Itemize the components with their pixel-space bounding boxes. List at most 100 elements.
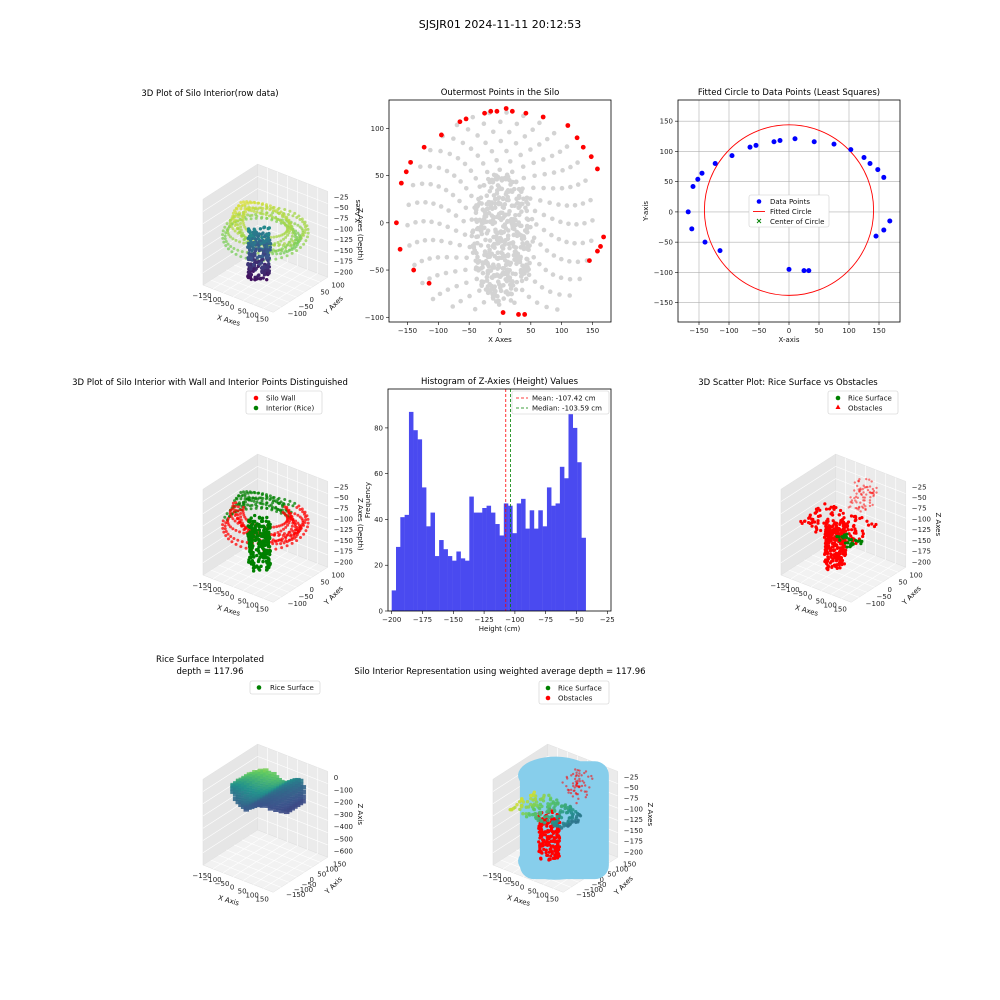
z-tick-label: −175	[624, 838, 643, 846]
gray-point	[427, 276, 432, 281]
obstacle-point	[546, 841, 551, 845]
x-tick-label: 50	[238, 598, 247, 606]
gray-point	[575, 160, 580, 165]
obstacle-point	[838, 508, 843, 513]
scatter-point	[251, 496, 255, 500]
data-point	[881, 174, 887, 180]
scatter-point	[267, 557, 271, 562]
obstacle-point	[841, 542, 845, 546]
scatter-point	[234, 542, 238, 546]
obstacle-point	[829, 555, 833, 559]
gray-point	[494, 255, 500, 261]
scatter-point	[251, 569, 256, 573]
y-tick-label: −100	[288, 310, 307, 318]
z-tick-label: −150	[334, 537, 353, 545]
gray-point	[473, 176, 479, 181]
x-tick-label: −100	[780, 586, 799, 594]
gray-point	[505, 228, 511, 233]
obstacle-point	[815, 509, 819, 514]
gray-point	[491, 272, 497, 278]
gray-point	[471, 245, 477, 251]
rice-point	[845, 532, 849, 536]
scatter-point	[239, 255, 243, 259]
x-tick-label: −150	[482, 872, 501, 880]
scatter-point	[231, 504, 235, 508]
gray-point	[419, 258, 425, 264]
gridline	[257, 478, 328, 507]
scatter-point	[298, 536, 302, 540]
scatter-point	[282, 527, 286, 531]
scatter-point	[302, 532, 306, 536]
outer-point	[426, 280, 432, 286]
histogram-bar	[426, 526, 431, 611]
obstacle-point	[810, 520, 814, 525]
rice-point	[546, 802, 550, 806]
scatter-point	[261, 249, 266, 253]
obstacle-point	[550, 809, 554, 813]
gray-point	[501, 205, 507, 211]
obstacle-point	[829, 505, 833, 509]
scatter-point	[231, 227, 235, 231]
legend-label: Data Points	[770, 198, 810, 206]
gray-point	[418, 164, 423, 169]
rice-point	[848, 545, 852, 549]
scatter-point	[262, 525, 266, 529]
obstacle-point	[544, 840, 548, 844]
scatter-point	[263, 539, 267, 544]
scatter-point	[249, 209, 253, 213]
y-tick-label: −100	[584, 886, 603, 894]
legend-marker	[835, 404, 841, 409]
scatter-point	[261, 502, 265, 506]
gridline	[262, 853, 318, 889]
gray-point	[490, 291, 495, 297]
obstacle-point	[829, 530, 833, 535]
rice-point	[848, 538, 852, 542]
obstacle-point	[861, 532, 865, 536]
gray-point	[568, 164, 573, 170]
obstacle-point	[840, 539, 844, 544]
scatter-point	[293, 528, 297, 532]
scatter-point	[249, 272, 253, 277]
gray-point	[517, 204, 522, 209]
legend-marker	[256, 685, 262, 690]
axes-frame	[388, 99, 612, 323]
legend-label: Rice Surface	[848, 395, 892, 403]
rice-point	[859, 542, 863, 546]
gridline	[252, 559, 308, 595]
rice-point	[536, 818, 540, 823]
x-tick-label: 150	[545, 895, 558, 903]
gray-point	[538, 242, 543, 247]
rice-point	[578, 814, 583, 818]
data-point	[771, 139, 777, 145]
gray-point	[486, 264, 492, 269]
chart-title: Outermost Points in the Silo	[441, 88, 560, 98]
z-tick-label: −150	[334, 247, 353, 255]
scatter-point	[296, 513, 300, 517]
x-tick-label: −150	[192, 292, 211, 300]
scatter-point	[249, 267, 253, 271]
scatter-point	[223, 515, 227, 519]
obstacle-point	[829, 552, 833, 556]
scatter-point	[260, 545, 264, 549]
scatter-point	[280, 213, 284, 217]
scatter-point	[262, 234, 267, 239]
rice-point	[558, 824, 562, 829]
chart-title: Fitted Circle to Data Points (Least Squa…	[698, 88, 880, 98]
x-axis-label: Height (cm)	[479, 625, 521, 633]
scatter-point	[236, 219, 240, 223]
gray-point	[550, 272, 556, 277]
gray-point	[513, 245, 519, 250]
gray-point	[505, 275, 511, 281]
scatter-point	[230, 250, 234, 254]
scatter-point	[283, 505, 287, 509]
scatter-point	[259, 258, 264, 263]
scatter-point	[252, 227, 256, 231]
scatter-point	[288, 224, 292, 228]
rice-point	[850, 541, 854, 545]
plot-area	[685, 124, 893, 296]
gray-point	[413, 220, 418, 225]
obstacle-point	[831, 548, 835, 552]
gray-point	[588, 197, 593, 203]
obstacle-point	[868, 504, 872, 508]
